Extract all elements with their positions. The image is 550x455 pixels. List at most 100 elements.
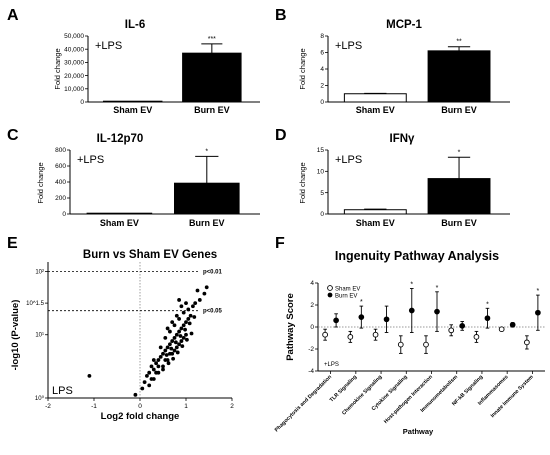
y-tick-label-a: 40,000 — [64, 46, 84, 53]
bar-a-0 — [102, 100, 163, 103]
category-label-f-0: Phagocytosis and Degradation — [274, 374, 333, 433]
y-tick-label-d: 5 — [320, 190, 324, 197]
y-tick-label-c: 400 — [55, 179, 66, 186]
y-tick-label-c: 600 — [55, 163, 66, 170]
scatter-point-e-51 — [158, 345, 163, 350]
scatter-point-e-65 — [189, 331, 194, 336]
scatter-point-e-12 — [163, 348, 168, 353]
category-label-d-0: Sham EV — [356, 218, 395, 228]
scatter-point-e-49 — [195, 288, 200, 293]
scatter-point-e-54 — [172, 348, 177, 353]
scatter-point-e-26 — [161, 364, 165, 369]
scatter-point-e-52 — [163, 358, 168, 362]
scatter-point-e-55 — [177, 342, 182, 347]
scatter-point-e-68 — [164, 353, 169, 357]
scatter-point-e-5 — [147, 370, 152, 375]
scatter-point-e-43 — [184, 301, 188, 306]
scatter-point-e-6 — [149, 364, 154, 369]
panel-letter-a: A — [7, 7, 19, 24]
lps-annotation-e: LPS — [52, 385, 73, 397]
category-label-a-0: Sham EV — [113, 105, 152, 115]
category-label-d-1: Burn EV — [441, 218, 477, 228]
panel-letter-d: D — [275, 127, 287, 144]
x-tick-label-e: 0 — [138, 403, 142, 410]
point-f-1-6 — [484, 315, 491, 322]
y-tick-label-b: 6 — [320, 50, 324, 57]
bar-b-1 — [427, 50, 491, 103]
y-tick-label-b: 2 — [320, 83, 324, 90]
panel-letter-f: F — [275, 235, 285, 252]
significance-b-1: ** — [456, 39, 462, 46]
scatter-point-e-70 — [173, 340, 178, 345]
lps-annotation-c: +LPS — [77, 154, 104, 166]
scatter-point-e-73 — [187, 321, 192, 326]
scatter-point-e-13 — [165, 345, 170, 350]
scatter-point-e-11 — [161, 351, 165, 356]
chart-title-e: Burn vs Sham EV Genes — [83, 249, 217, 261]
scatter-point-e-37 — [186, 307, 191, 312]
scatter-point-e-38 — [191, 304, 195, 309]
scatter-point-e-2 — [140, 386, 145, 391]
scatter-point-e-34 — [172, 323, 177, 328]
lps-annotation-d: +LPS — [335, 154, 362, 166]
bar-c-1 — [174, 182, 240, 215]
chart-title-a: IL-6 — [125, 19, 145, 31]
legend-marker-burn — [327, 292, 333, 298]
scatter-point-e-31 — [184, 332, 188, 337]
scatter-point-e-60 — [166, 361, 171, 366]
point-f-1-1 — [358, 314, 365, 320]
scatter-point-e-64 — [185, 337, 189, 342]
significance-f-4: * — [436, 285, 439, 292]
x-tick-label-e: -1 — [91, 403, 97, 410]
point-f-1-7 — [509, 321, 516, 328]
x-tick-label-e: 2 — [230, 403, 234, 410]
scatter-point-e-33 — [168, 329, 172, 334]
point-f-0-5 — [448, 327, 455, 334]
scatter-point-e-22 — [186, 317, 191, 321]
legend-marker-sham — [327, 285, 333, 291]
y-tick-label-b: 4 — [320, 66, 324, 73]
scatter-point-e-47 — [204, 285, 209, 290]
scatter-point-e-66 — [149, 377, 154, 381]
y-tick-label-d: 10 — [317, 169, 325, 176]
y-tick-label-a: 20,000 — [64, 73, 84, 80]
y-tick-label-c: 800 — [55, 147, 66, 154]
category-label-f-4: Host-pathogen Interaction — [383, 374, 434, 425]
significance-f-1: * — [360, 299, 363, 306]
significance-f-6: * — [486, 301, 489, 308]
scatter-point-e-29 — [174, 345, 179, 350]
category-label-c-1: Burn EV — [189, 218, 225, 228]
point-f-1-5 — [459, 323, 466, 329]
scatter-point-e-69 — [169, 346, 174, 351]
y-tick-label-e: 10⁰ — [35, 395, 45, 402]
y-tick-label-d: 0 — [320, 211, 324, 218]
scatter-point-e-46 — [202, 291, 207, 296]
scatter-point-e-45 — [197, 298, 202, 302]
point-f-0-1 — [347, 334, 354, 340]
y-axis-label-a: Fold change — [53, 48, 62, 89]
scatter-point-e-14 — [168, 342, 172, 347]
point-f-0-7 — [498, 326, 505, 333]
scatter-point-e-20 — [181, 323, 186, 328]
scatter-point-e-1 — [133, 392, 138, 397]
scatter-point-e-0 — [87, 373, 92, 378]
scatter-point-e-17 — [174, 332, 179, 337]
lps-annotation-f: +LPS — [324, 362, 339, 368]
scatter-point-e-59 — [161, 367, 165, 372]
y-tick-label-b: 0 — [320, 99, 324, 106]
category-label-c-0: Sham EV — [100, 218, 139, 228]
scatter-point-e-56 — [181, 336, 186, 340]
bar-d-0 — [343, 209, 407, 215]
scatter-point-e-23 — [188, 313, 193, 318]
legend-label-burn: Burn EV — [335, 294, 357, 300]
scatter-point-e-40 — [170, 320, 175, 324]
scatter-point-e-32 — [163, 336, 168, 340]
scatter-point-e-15 — [170, 339, 175, 343]
y-tick-label-e: 10² — [35, 269, 44, 275]
y-axis-label-f: Pathway Score — [285, 293, 296, 361]
y-tick-label-c: 0 — [62, 211, 66, 218]
scatter-point-e-4 — [145, 373, 149, 378]
x-tick-label-e: 1 — [184, 403, 188, 410]
y-tick-label-a: 50,000 — [64, 33, 84, 40]
